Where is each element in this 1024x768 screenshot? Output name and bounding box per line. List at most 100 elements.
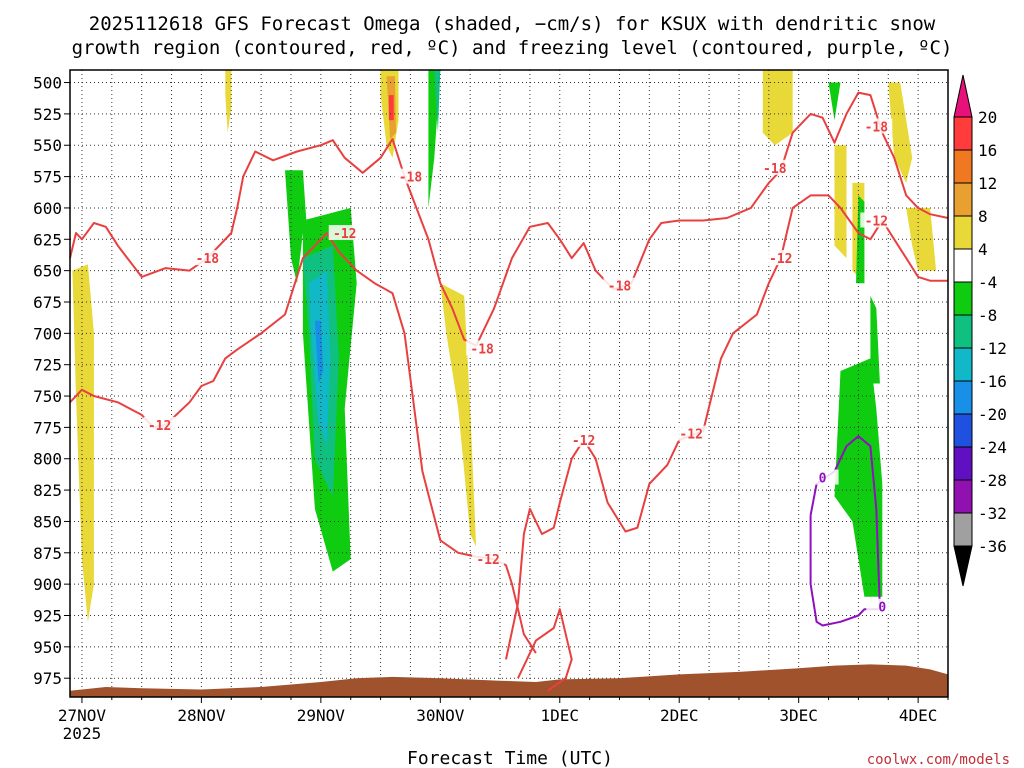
contour-label-bg [675, 425, 708, 441]
contour-label-6: -12 [148, 419, 171, 434]
contour-label-bg [472, 551, 505, 567]
x-tick-label-30NOV: 30NOV [416, 706, 465, 725]
contour-label-bg [394, 168, 427, 184]
y-tick-label-525: 525 [33, 105, 62, 124]
contour-label-7: -12 [333, 227, 356, 242]
contour-label-bg [758, 159, 791, 175]
colorbar-top-arrow [953, 74, 973, 118]
y-tick-label-975: 975 [33, 669, 62, 688]
colorbar-label-10: -24 [978, 438, 1007, 457]
colorbar-label-5: -4 [978, 273, 997, 292]
y-tick-label-750: 750 [33, 387, 62, 406]
colorbar-swatch-2 [953, 182, 973, 217]
contour-label-12: -12 [865, 214, 888, 229]
omega-shade-neg4-5 [870, 295, 880, 384]
plot-background [70, 70, 948, 697]
omega-shade-4-5 [834, 145, 847, 259]
x-tick-label-28NOV: 28NOV [177, 706, 226, 725]
x-tick-label-29NOV: 29NOV [297, 706, 346, 725]
x-tick-label-1DEC: 1DEC [541, 706, 580, 725]
x-tick-label-3DEC: 3DEC [779, 706, 818, 725]
x-tick-label-4DEC: 4DEC [899, 706, 938, 725]
contour-label-13: 0 [819, 472, 827, 487]
colorbar-label-8: -16 [978, 372, 1007, 391]
y-tick-label-825: 825 [33, 481, 62, 500]
y-tick-label-575: 575 [33, 168, 62, 187]
contour-label-bg [860, 212, 893, 228]
y-tick-label-775: 775 [33, 418, 62, 437]
credit-text[interactable]: coolwx.com/models [867, 752, 1010, 768]
y-tick-label-925: 925 [33, 606, 62, 625]
colorbar-swatch-12 [953, 512, 973, 547]
contour-label-bg [191, 250, 224, 266]
y-tick-label-800: 800 [33, 450, 62, 469]
omega-shade-neg8-1 [434, 70, 441, 133]
colorbar-swatch-11 [953, 479, 973, 514]
y-tick-label-875: 875 [33, 544, 62, 563]
colorbar-swatch-8 [953, 380, 973, 415]
colorbar-bottom-arrow [953, 545, 973, 587]
x-tick-sublabel: 2025 [63, 724, 102, 743]
contour-label-10: -12 [679, 428, 702, 443]
contour-line-3 [517, 608, 573, 692]
contour-label-9: -12 [572, 434, 595, 449]
contour-label-11: -12 [769, 252, 792, 267]
y-tick-label-500: 500 [33, 74, 62, 93]
omega-shade-4-8 [906, 207, 937, 271]
contour-label-1: -18 [470, 342, 494, 357]
chart-title-line1: 2025112618 GFS Forecast Omega (shaded, −… [89, 13, 936, 35]
y-tick-label-675: 675 [33, 293, 62, 312]
y-tick-label-625: 625 [33, 230, 62, 249]
contour-label-0: -18 [196, 252, 220, 267]
terrain-fill [70, 664, 948, 697]
contour-label-bg [806, 469, 839, 485]
omega-shade-4-3 [440, 283, 477, 547]
y-tick-label-550: 550 [33, 136, 62, 155]
y-tick-label-650: 650 [33, 262, 62, 281]
plot-border [69, 69, 949, 698]
contour-label-8: -12 [476, 553, 499, 568]
colorbar-swatch-10 [953, 446, 973, 481]
colorbar-label-3: 8 [978, 207, 988, 226]
contour-label-bg [866, 598, 899, 614]
contour-label-bg [603, 277, 636, 293]
contour-label-5: -18 [865, 120, 889, 135]
colorbar-swatch-0 [953, 116, 973, 151]
omega-shade-neg16-0 [314, 320, 324, 384]
colorbar-label-11: -28 [978, 471, 1007, 490]
contour-line-0 [69, 91, 949, 347]
colorbar-swatch-3 [953, 215, 973, 250]
contour-label-bg [143, 416, 176, 432]
contour-label-bg [466, 340, 499, 356]
colorbar-label-4: 4 [978, 240, 988, 259]
contour-label-bg [328, 225, 361, 241]
y-axis-ticks: 500 525 550 575 600 625 650 675 700 725 750 775 800 8… [33, 74, 70, 688]
x-axis-title: Forecast Time (UTC) [407, 748, 613, 768]
omega-shade-4-0 [72, 264, 94, 622]
omega-shade-neg4-4 [834, 358, 883, 597]
colorbar-label-12: -32 [978, 504, 1007, 523]
contour-label-bg [860, 118, 893, 134]
colorbar-swatch-4 [953, 248, 973, 283]
y-tick-label-850: 850 [33, 512, 62, 531]
contour-label-14: 0 [878, 601, 886, 616]
y-tick-label-950: 950 [33, 638, 62, 657]
y-tick-label-725: 725 [33, 356, 62, 375]
colorbar-swatch-5 [953, 281, 973, 316]
contour-label-3: -18 [399, 171, 423, 186]
colorbar-label-7: -12 [978, 339, 1007, 358]
colorbar: 20 16 12 8 4 -4 -8 -12 -16 -20 -24 -28 -32 -36 [953, 74, 1007, 587]
contour-label-2: -18 [608, 280, 632, 295]
contour-label-bg [764, 250, 797, 266]
colorbar-label-0: 20 [978, 108, 997, 127]
contour-label-bg [567, 431, 600, 447]
colorbar-label-1: 16 [978, 141, 997, 160]
x-tick-label-2DEC: 2DEC [660, 706, 699, 725]
y-tick-label-900: 900 [33, 575, 62, 594]
contour-line-2 [505, 194, 948, 660]
colorbar-swatch-6 [953, 314, 973, 349]
colorbar-swatch-9 [953, 413, 973, 448]
omega-shade-4-4 [762, 70, 793, 146]
